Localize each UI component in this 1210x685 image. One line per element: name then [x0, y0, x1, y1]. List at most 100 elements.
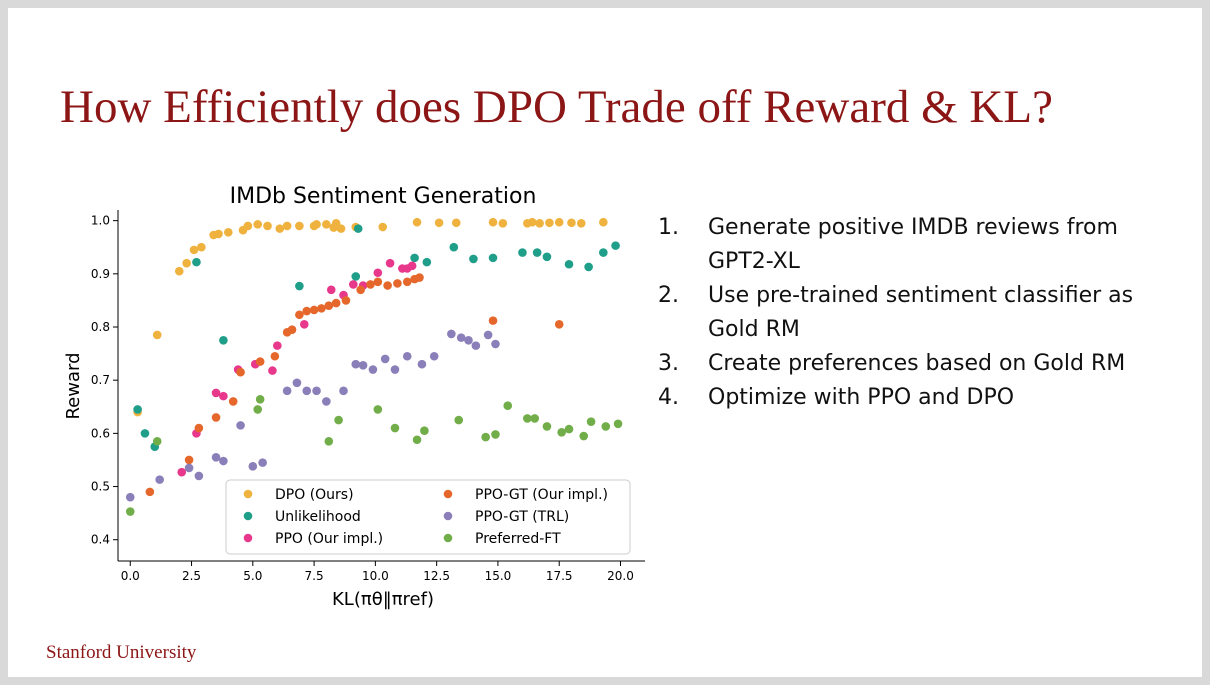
y-tick-label: 0.6 — [91, 426, 110, 440]
data-point — [273, 341, 282, 350]
data-point — [219, 335, 228, 345]
data-point — [557, 428, 566, 437]
legend-label: Preferred-FT — [475, 531, 561, 547]
series-group — [133, 224, 620, 451]
data-point — [542, 422, 552, 431]
data-point — [152, 437, 162, 446]
data-point — [295, 310, 304, 320]
x-tick-label: 15.0 — [485, 569, 512, 583]
data-point — [523, 414, 532, 423]
data-point — [567, 218, 576, 228]
legend-label: DPO (Ours) — [275, 487, 354, 503]
data-point — [576, 218, 586, 228]
bullet-item: 2. Use pre-trained sentiment classifier … — [658, 279, 1178, 347]
data-point — [373, 405, 383, 414]
data-point — [214, 229, 223, 239]
data-point — [268, 366, 277, 375]
data-point — [471, 341, 481, 350]
data-point — [535, 218, 544, 228]
bullet-number: 3. — [658, 351, 679, 376]
series-group — [125, 395, 623, 516]
data-point — [456, 333, 466, 342]
chart-xlabel: KL(πθ‖πref) — [332, 589, 434, 610]
y-tick-label: 1.0 — [91, 214, 110, 228]
data-point — [336, 224, 346, 233]
x-tick-label: 7.5 — [305, 569, 324, 583]
data-point — [410, 253, 419, 263]
data-point — [532, 248, 542, 257]
bullet-number: 1. — [658, 215, 679, 240]
data-point — [407, 261, 417, 271]
data-point — [236, 367, 245, 377]
legend-marker — [243, 511, 253, 521]
data-point — [599, 217, 608, 227]
y-tick-label: 0.5 — [91, 480, 110, 494]
data-point — [182, 258, 191, 268]
data-point — [324, 301, 334, 311]
slide-title: How Efficiently does DPO Trade off Rewar… — [60, 81, 1053, 133]
data-point — [601, 422, 611, 431]
data-point — [258, 458, 267, 467]
bullet-item: 3. Create preferences based on Gold RM — [658, 347, 1178, 381]
data-point — [527, 217, 537, 227]
data-point — [248, 462, 258, 471]
data-point — [287, 325, 297, 334]
series-group — [177, 258, 417, 477]
data-point — [393, 279, 402, 288]
data-point — [255, 395, 265, 404]
data-point — [554, 217, 564, 227]
data-point — [599, 248, 608, 257]
data-point — [197, 242, 206, 252]
data-point — [383, 281, 392, 290]
series-group — [133, 217, 608, 417]
bullet-list: 1. Generate positive IMDB reviews from G… — [658, 211, 1178, 415]
data-point — [339, 386, 348, 396]
data-point — [177, 467, 187, 477]
data-point — [312, 386, 321, 396]
data-point — [498, 218, 508, 228]
x-tick-label: 12.5 — [423, 569, 450, 583]
data-point — [299, 320, 309, 329]
x-tick-label: 5.0 — [243, 569, 262, 583]
data-point — [564, 424, 574, 434]
data-point — [351, 272, 361, 281]
data-point — [125, 507, 135, 516]
data-point — [402, 351, 412, 361]
data-point — [449, 242, 459, 252]
data-point — [366, 280, 375, 289]
data-point — [255, 357, 265, 366]
data-point — [243, 221, 253, 231]
data-point — [334, 415, 343, 425]
bullet-item: 1. Generate positive IMDB reviews from G… — [658, 211, 1178, 279]
data-point — [194, 471, 204, 481]
series-group — [125, 329, 500, 502]
data-point — [353, 224, 363, 233]
legend-label: PPO (Our impl.) — [275, 531, 383, 547]
data-point — [611, 241, 620, 250]
data-point — [488, 316, 498, 325]
data-point — [322, 397, 331, 406]
data-point — [317, 304, 326, 313]
data-point — [295, 221, 304, 231]
legend-marker — [443, 533, 453, 543]
data-point — [530, 414, 539, 423]
data-point — [491, 430, 500, 439]
series-group — [145, 273, 564, 497]
data-point — [224, 228, 233, 237]
data-point — [351, 359, 361, 369]
data-point — [385, 258, 395, 268]
data-point — [189, 245, 199, 255]
data-point — [140, 429, 150, 438]
data-point — [192, 257, 201, 267]
data-point — [295, 281, 304, 291]
y-tick-label: 0.8 — [91, 320, 110, 334]
data-point — [586, 417, 596, 426]
legend-box — [225, 479, 631, 555]
bullet-number: 4. — [658, 385, 679, 410]
x-tick-label: 17.5 — [546, 569, 573, 583]
bullet-text: Use pre-trained sentiment classifier as … — [708, 283, 1134, 342]
data-point — [349, 280, 358, 289]
x-tick-label: 10.0 — [362, 569, 389, 583]
data-point — [554, 320, 564, 329]
data-point — [322, 220, 331, 229]
